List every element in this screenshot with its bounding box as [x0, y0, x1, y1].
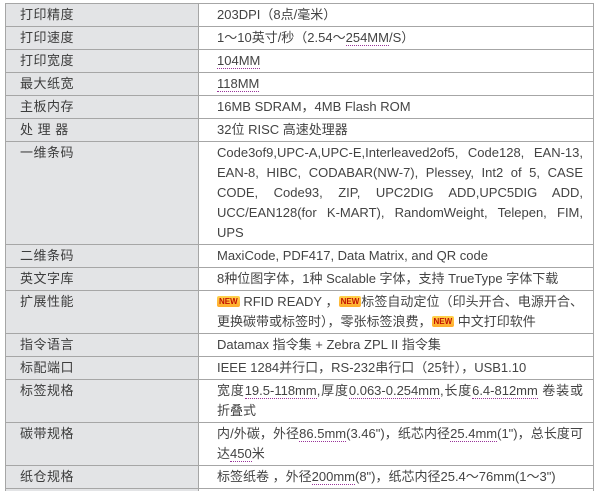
spec-value: 255 x 490 x 265 mm, (10" x 19.3 " x 10.4… [198, 488, 594, 491]
spec-table-body: 打印精度 203DPI（8点/毫米） 打印速度 1～10英寸/秒（2.54～254MM… [5, 3, 594, 491]
spec-row: 标配端口 IEEE 1284并行口，RS-232串行口（25针），USB1.10 [5, 356, 594, 380]
spec-value: IEEE 1284并行口，RS-232串行口（25针），USB1.10 [198, 356, 594, 380]
spec-label: 纸仓规格 [5, 465, 199, 489]
spec-value: 16MB SDRAM，4MB Flash ROM [198, 95, 594, 119]
spec-label: 主板内存 [5, 95, 199, 119]
spec-row: 二维条码 MaxiCode, PDF417, Data Matrix, and Q… [5, 244, 594, 268]
value-text: 内/外碳，外径 [217, 426, 300, 441]
measurement-underline: 450 [230, 446, 252, 462]
spec-row: 主板内存 16MB SDRAM，4MB Flash ROM [5, 95, 594, 119]
spec-value: 118MM [198, 72, 594, 96]
spec-row: 打印宽度 104MM [5, 49, 594, 73]
spec-label: 处 理 器 [5, 118, 199, 142]
value-text: /S） [388, 30, 415, 45]
spec-row: 打印精度 203DPI（8点/毫米） [5, 3, 594, 27]
value-text: 标签纸卷 ，外径 [217, 469, 312, 484]
value-text: 16MB SDRAM，4MB Flash ROM [217, 99, 411, 114]
value-text: 标签自动定位（印头开合、电源开合、更换碳带或标签时），零张标签浪费， [217, 294, 583, 329]
measurement-underline: 19.5-118mm [244, 383, 317, 399]
value-text: 宽度 [217, 383, 245, 398]
spec-label: 指令语言 [5, 333, 199, 357]
spec-label: 扩展性能 [5, 290, 199, 334]
measurement-underline: 104MM [217, 53, 261, 69]
spec-value: Code3of9,UPC-A,UPC-E,Interleaved2of5, Co… [198, 141, 594, 245]
spec-label: 标签规格 [5, 379, 199, 423]
spec-row: 产品规格255 x 490 x 265 mm, (10" x 19.3 " x … [5, 488, 594, 491]
value-text: Datamax 指令集 + Zebra ZPL II 指令集 [217, 337, 441, 352]
value-text: 卷装或折叠式 [217, 383, 583, 418]
spec-table: 打印精度 203DPI（8点/毫米） 打印速度 1～10英寸/秒（2.54～254MM… [5, 3, 594, 491]
spec-label: 一维条码 [5, 141, 199, 245]
value-text: 203DPI（8点/毫米） [217, 7, 337, 22]
spec-value: 104MM [198, 49, 594, 73]
spec-value: NEW RFID READY ， NEW 标签自动定位（印头开合、电源开合、更换碳带… [198, 290, 594, 334]
spec-row: 标签规格 宽度19.5-118mm,厚度0.063-0.254mm,长度6.4-8… [5, 379, 594, 423]
spec-value: 宽度19.5-118mm,厚度0.063-0.254mm,长度6.4-812mm… [198, 379, 594, 423]
value-text: ,长度 [439, 383, 473, 398]
measurement-underline: 118MM [217, 76, 260, 92]
value-text: 米 [251, 446, 265, 461]
spec-label: 标配端口 [5, 356, 199, 380]
value-text: 1～10英寸/秒（2.54～ [217, 30, 346, 45]
spec-row: 纸仓规格 标签纸卷 ，外径200mm(8")，纸芯内径25.4～76mm(1～3"… [5, 465, 594, 489]
spec-value: Datamax 指令集 + Zebra ZPL II 指令集 [198, 333, 594, 357]
measurement-underline: 0.063-0.254mm [348, 383, 440, 399]
spec-label: 打印速度 [5, 26, 199, 50]
spec-value: MaxiCode, PDF417, Data Matrix, and QR co… [198, 244, 594, 268]
measurement-underline: 25.4mm [450, 426, 498, 442]
spec-value: 内/外碳，外径86.5mm(3.46")，纸芯内径25.4mm(1")，总长度可… [198, 422, 594, 466]
spec-row: 打印速度 1～10英寸/秒（2.54～254MM/S） [5, 26, 594, 50]
spec-value: 32位 RISC 高速处理器 [198, 118, 594, 142]
new-badge: NEW [217, 296, 240, 307]
spec-row: 碳带规格 内/外碳，外径86.5mm(3.46")，纸芯内径25.4mm(1")，… [5, 422, 594, 466]
value-text: 中文打印软件 [454, 314, 536, 329]
spec-row: 一维条码 Code3of9,UPC-A,UPC-E,Interleaved2of5… [5, 141, 594, 245]
new-badge: NEW [431, 316, 455, 327]
value-text: (1")，总长度可达 [217, 426, 583, 461]
spec-row: 扩展性能 NEW RFID READY ， NEW 标签自动定位（印头开合、电源开合、… [5, 290, 594, 334]
spec-label: 二维条码 [5, 244, 199, 268]
value-text: MaxiCode, PDF417, Data Matrix, and QR co… [217, 248, 488, 263]
spec-row: 英文字库 8种位图字体，1种 Scalable 字体，支持 TrueType 字体… [5, 267, 594, 291]
spec-value: 1～10英寸/秒（2.54～254MM/S） [198, 26, 594, 50]
value-text: (8")，纸芯内径25.4～76mm(1～3") [354, 469, 556, 484]
spec-label: 英文字库 [5, 267, 199, 291]
spec-row: 处 理 器 32位 RISC 高速处理器 [5, 118, 594, 142]
measurement-underline: 6.4-812mm [472, 383, 538, 399]
spec-value: 8种位图字体，1种 Scalable 字体，支持 TrueType 字体下载 [198, 267, 594, 291]
measurement-underline: 200mm [311, 469, 355, 485]
value-text: 32位 RISC 高速处理器 [217, 122, 348, 137]
value-text: ,厚度 [316, 383, 349, 398]
spec-label: 碳带规格 [5, 422, 199, 466]
value-text: Code3of9,UPC-A,UPC-E,Interleaved2of5, Co… [217, 145, 583, 240]
measurement-underline: 254MM [345, 30, 389, 46]
spec-row: 最大纸宽 118MM [5, 72, 594, 96]
measurement-underline: 86.5mm [299, 426, 347, 442]
value-text: RFID READY ， [239, 294, 339, 309]
spec-label: 最大纸宽 [5, 72, 199, 96]
new-badge: NEW [338, 296, 362, 307]
spec-value: 203DPI（8点/毫米） [198, 3, 594, 27]
spec-value: 标签纸卷 ，外径200mm(8")，纸芯内径25.4～76mm(1～3") [198, 465, 594, 489]
spec-label: 打印精度 [5, 3, 199, 27]
value-text: 8种位图字体，1种 Scalable 字体，支持 TrueType 字体下载 [217, 271, 559, 286]
value-text: IEEE 1284并行口，RS-232串行口（25针），USB1.10 [217, 360, 527, 375]
spec-row: 指令语言 Datamax 指令集 + Zebra ZPL II 指令集 [5, 333, 594, 357]
spec-label: 打印宽度 [5, 49, 199, 73]
value-text: (3.46")，纸芯内径 [346, 426, 451, 441]
